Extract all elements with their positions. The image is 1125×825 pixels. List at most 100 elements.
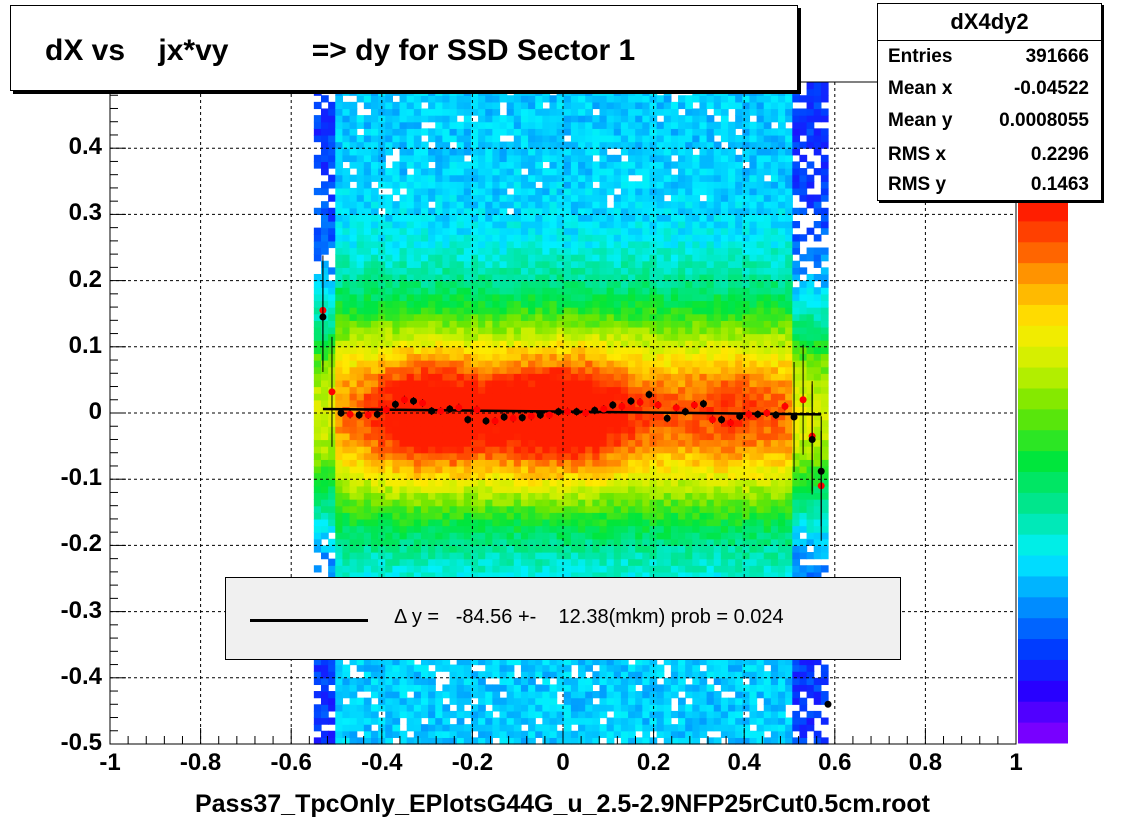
x-tick-label: -1 xyxy=(99,749,121,776)
palette-bin xyxy=(1018,304,1068,326)
stats-row-entries: Entries 391666 xyxy=(888,46,1089,76)
profile-point-black xyxy=(428,407,436,415)
legend-line-swatch xyxy=(250,619,368,622)
y-tick-label: -0.4 xyxy=(60,662,102,690)
stats-value: 0.2296 xyxy=(1030,144,1089,165)
profile-point-red xyxy=(582,409,590,417)
palette-bin xyxy=(1018,262,1068,285)
profile-point-red xyxy=(545,411,553,419)
profile-point-red xyxy=(600,405,608,413)
stats-title: dX4dy2 xyxy=(878,4,1101,41)
x-tick-label: 0.6 xyxy=(818,749,852,776)
profile-point-red xyxy=(509,414,517,422)
palette-bin xyxy=(1018,680,1068,702)
stats-label: RMS y xyxy=(888,174,947,195)
palette-bin xyxy=(1018,241,1068,264)
stats-value: 391666 xyxy=(1025,46,1089,67)
profile-point-black xyxy=(699,400,707,408)
profile-point-red xyxy=(618,402,626,410)
profile-point-black xyxy=(464,416,472,424)
profile-point-red xyxy=(455,404,463,412)
profile-point-black xyxy=(482,417,490,425)
x-tick-label: -0.6 xyxy=(270,749,312,776)
stats-box: dX4dy2 Entries 391666 Mean x -0.04522 Me… xyxy=(877,3,1102,201)
x-tick-label: -0.4 xyxy=(361,749,403,776)
profile-point-red xyxy=(437,407,445,415)
legend-text: Δ y = -84.56 +- 12.38(mkm) prob = 0.024 xyxy=(394,606,784,628)
x-tick-label: 0.2 xyxy=(636,749,671,776)
palette-bin xyxy=(1018,387,1068,410)
legend-box: Δ y = -84.56 +- 12.38(mkm) prob = 0.024 xyxy=(225,577,901,660)
profile-point-red xyxy=(364,411,372,419)
stats-label: Mean y xyxy=(888,110,953,131)
palette-bin xyxy=(1018,575,1068,598)
palette-bin xyxy=(1018,220,1068,243)
profile-point-black xyxy=(337,409,345,417)
profile-point-red xyxy=(328,388,336,396)
palette-bin xyxy=(1018,283,1068,305)
palette-bin xyxy=(1018,200,1068,222)
x-tick-label: -0.8 xyxy=(179,749,222,776)
profile-point-black xyxy=(518,414,526,422)
profile-point-black xyxy=(681,408,689,416)
y-tick-label: 0.3 xyxy=(68,199,102,227)
profile-point-red xyxy=(491,417,499,425)
profile-point-black xyxy=(772,411,780,419)
x-tick-label: 0.8 xyxy=(908,749,943,776)
stats-value: -0.04522 xyxy=(1013,78,1089,99)
palette-bin xyxy=(1018,346,1068,368)
x-axis-label: Pass37_TpcOnly_EPlotsG44G_u_2.5-2.9NFP25… xyxy=(194,790,931,818)
palette-bin xyxy=(1018,701,1068,723)
palette-bin xyxy=(1018,617,1068,640)
y-tick-label: -0.1 xyxy=(60,464,102,492)
profile-point-black xyxy=(554,408,562,416)
profile-point-black xyxy=(609,401,617,409)
y-tick-label: 0.1 xyxy=(68,331,102,359)
profile-point-black xyxy=(410,397,418,405)
profile-point-red xyxy=(799,396,807,404)
profile-point-red xyxy=(400,396,408,404)
y-tick-label: -0.5 xyxy=(60,729,102,756)
stats-row-mean-x: Mean x -0.04522 xyxy=(888,78,1089,108)
y-tick-label: 0.4 xyxy=(68,133,102,161)
axis-ticks xyxy=(109,81,1017,745)
profile-point-black xyxy=(627,397,635,405)
palette-bin xyxy=(1018,450,1068,472)
stats-label: Entries xyxy=(888,46,953,67)
palette-bin xyxy=(1018,513,1068,535)
x-tick-label: -0.2 xyxy=(451,749,494,776)
profile-point-red xyxy=(708,416,716,424)
y-tick-label: -0.3 xyxy=(60,596,102,624)
stats-row-rms-y: RMS y 0.1463 xyxy=(888,174,1089,204)
profile-point-red xyxy=(672,404,680,412)
outlier-point xyxy=(824,700,832,708)
profile-point-black xyxy=(736,412,744,420)
palette-bin xyxy=(1018,492,1068,514)
profile-point-black xyxy=(355,411,363,419)
profile-point-red xyxy=(690,401,698,409)
stats-row-rms-x: RMS x 0.2296 xyxy=(888,144,1089,174)
profile-point-red xyxy=(763,409,771,417)
stats-label: RMS x xyxy=(888,144,947,165)
palette-bin xyxy=(1018,471,1068,493)
profile-point-black xyxy=(500,413,508,421)
palette-bin xyxy=(1018,408,1068,431)
profile-point-red xyxy=(781,402,789,410)
profile-point-black xyxy=(663,414,671,422)
color-palette xyxy=(1018,200,1068,744)
x-tick-label: 0 xyxy=(556,749,570,776)
palette-bin xyxy=(1018,638,1068,660)
profile-point-red xyxy=(727,419,735,427)
y-tick-label: 0.2 xyxy=(68,265,102,293)
profile-point-red xyxy=(419,399,427,407)
profile-point-black xyxy=(591,406,599,414)
palette-bin xyxy=(1018,596,1068,619)
stats-row-mean-y: Mean y 0.0008055 xyxy=(888,110,1089,140)
profile-point-black xyxy=(319,313,327,321)
profile-point-black xyxy=(817,467,825,475)
profile-point-black xyxy=(645,390,653,398)
profile-point-black xyxy=(718,416,726,424)
palette-bin xyxy=(1018,429,1068,452)
palette-bin xyxy=(1018,659,1068,681)
profile-point-red xyxy=(654,401,662,409)
